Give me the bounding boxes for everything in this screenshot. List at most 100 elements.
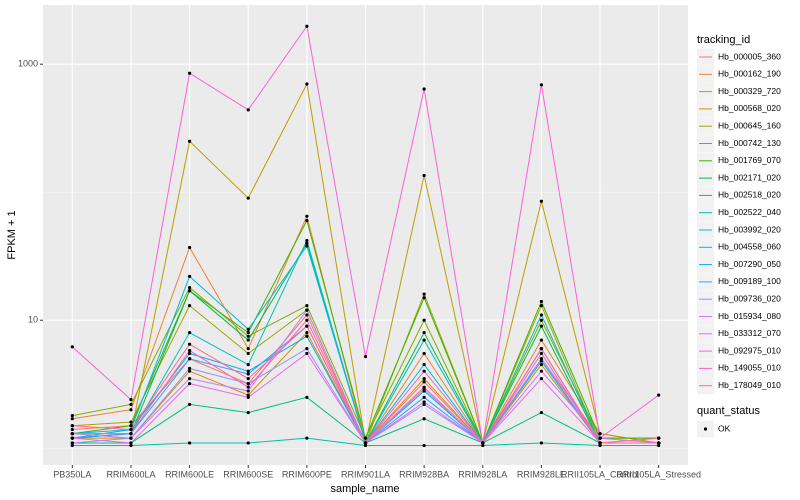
data-point [129, 420, 133, 424]
data-point [422, 395, 426, 399]
data-point [129, 408, 133, 412]
data-point [305, 304, 309, 308]
data-point [246, 385, 250, 389]
legend-label: Hb_000329_720 [718, 86, 781, 96]
data-point [70, 424, 74, 428]
data-point [187, 381, 192, 386]
data-point [187, 351, 192, 356]
x-tick-label: RRIM600PE [282, 469, 332, 479]
data-point [305, 351, 309, 356]
grid [43, 5, 688, 465]
data-point [305, 436, 309, 440]
data-point [187, 274, 192, 279]
x-tick-label: RRIM928LE [517, 469, 566, 479]
data-point [305, 324, 309, 328]
data-point [363, 441, 368, 445]
data-point [70, 441, 74, 445]
data-point [539, 83, 544, 87]
legend-label: Hb_149055_010 [718, 363, 781, 373]
x-axis-title: sample_name [330, 483, 399, 495]
legend-label: Hb_004558_060 [718, 242, 781, 252]
data-point [422, 318, 426, 322]
data-point [246, 108, 250, 112]
legend-label: Hb_007290_050 [718, 259, 781, 269]
data-point [305, 219, 309, 223]
data-point [305, 331, 309, 335]
data-point [539, 357, 544, 361]
data-point [422, 387, 426, 391]
data-point [657, 441, 661, 445]
data-point [363, 354, 368, 359]
data-point [598, 443, 602, 448]
data-point [539, 369, 544, 373]
data-point [422, 363, 426, 367]
plot-area [70, 24, 661, 448]
data-point [305, 308, 309, 312]
data-point [657, 393, 661, 397]
data-point [129, 443, 133, 448]
data-point [422, 369, 426, 373]
data-point [422, 351, 426, 356]
data-point [129, 436, 133, 440]
legend-label: Hb_009189_100 [718, 276, 781, 286]
data-point [187, 402, 192, 407]
x-tick-label: RRIM901LA [341, 469, 390, 479]
data-point [187, 245, 192, 250]
legend-label: Hb_000005_360 [718, 51, 781, 61]
data-point [422, 380, 426, 384]
data-point [305, 241, 309, 245]
data-point [363, 436, 368, 440]
data-point [422, 377, 426, 381]
legend-point [703, 427, 708, 431]
data-point [70, 443, 74, 448]
data-point [187, 285, 192, 290]
data-point [187, 377, 192, 381]
data-point [539, 377, 544, 381]
data-point [70, 432, 74, 436]
data-point [539, 359, 544, 363]
data-point [598, 436, 602, 440]
data-point [305, 24, 309, 28]
data-point [539, 441, 544, 445]
data-point [129, 432, 133, 436]
data-point [539, 410, 544, 415]
legend-title: tracking_id [697, 34, 750, 46]
data-point [305, 214, 309, 218]
data-point [187, 289, 192, 293]
data-point [70, 417, 74, 421]
data-point [422, 296, 426, 300]
data-point [246, 381, 250, 386]
data-point [305, 238, 309, 243]
data-point [305, 82, 309, 86]
data-point [305, 244, 309, 248]
data-point [422, 87, 426, 91]
data-point [246, 338, 250, 342]
data-point [70, 436, 74, 440]
data-point [481, 443, 485, 448]
data-point [539, 199, 544, 203]
data-point [187, 71, 192, 75]
data-point [246, 196, 250, 200]
legend-label: Hb_178049_010 [718, 380, 781, 390]
data-point [129, 441, 133, 445]
x-tick-label: RRII105LA_Control [561, 469, 639, 479]
x-tick-label: RRIM600LE [165, 469, 214, 479]
data-point [187, 369, 192, 373]
data-point [422, 173, 426, 178]
data-point [187, 441, 192, 445]
data-point [539, 318, 544, 322]
data-point [246, 395, 250, 399]
data-point [129, 427, 133, 432]
x-tick-label: RRII105LA_Stressed [616, 469, 701, 479]
data-point [70, 427, 74, 432]
x-tick-label: RRIM600SE [223, 469, 273, 479]
data-point [363, 443, 368, 448]
data-point [246, 410, 250, 415]
data-point [422, 443, 426, 448]
legend-title: quant_status [697, 405, 760, 417]
data-point [187, 366, 192, 371]
data-point [246, 334, 250, 338]
data-point [539, 347, 544, 351]
legend-label: Hb_033312_070 [718, 328, 781, 338]
